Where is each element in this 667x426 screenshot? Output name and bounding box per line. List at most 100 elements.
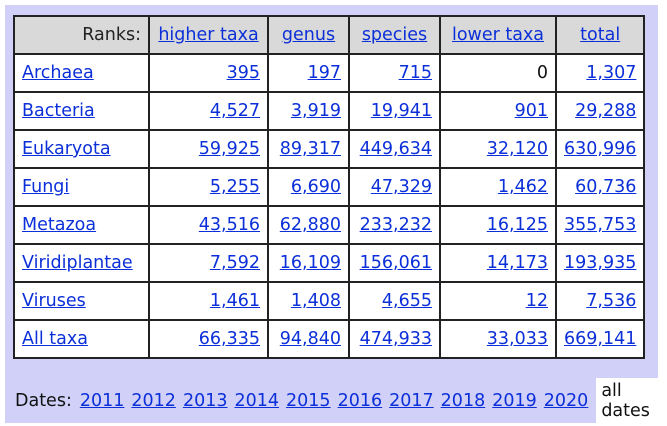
count-cell[interactable]: 355,753 [554, 205, 646, 245]
column-species[interactable]: species [348, 15, 441, 55]
count-link[interactable]: 715 [398, 63, 432, 83]
count-link[interactable]: 4,527 [209, 101, 260, 121]
count-link[interactable]: 33,033 [486, 329, 548, 349]
count-link[interactable]: 32,120 [486, 139, 548, 159]
taxon-name-cell[interactable]: Bacteria [13, 91, 150, 131]
count-link[interactable]: 89,317 [279, 139, 341, 159]
count-cell[interactable]: 94,840 [267, 319, 350, 359]
count-cell[interactable]: 6,690 [267, 167, 350, 207]
column-total[interactable]: total [554, 15, 646, 55]
column-genus[interactable]: genus [267, 15, 350, 55]
taxon-link[interactable]: Metazoa [22, 215, 97, 235]
count-link[interactable]: 197 [307, 63, 341, 83]
count-cell[interactable]: 1,462 [439, 167, 557, 207]
taxon-link[interactable]: Archaea [22, 63, 94, 83]
count-cell[interactable]: 89,317 [267, 129, 350, 169]
count-link[interactable]: 5,255 [209, 177, 260, 197]
count-cell[interactable]: 669,141 [554, 319, 646, 359]
count-link[interactable]: 43,516 [198, 215, 260, 235]
count-link[interactable]: 1,461 [209, 291, 260, 311]
count-link[interactable]: 12 [525, 291, 548, 311]
column-link[interactable]: higher taxa [158, 25, 259, 45]
count-link[interactable]: 62,880 [279, 215, 341, 235]
taxon-link[interactable]: All taxa [22, 329, 88, 349]
count-cell[interactable]: 16,109 [267, 243, 350, 283]
count-cell[interactable]: 156,061 [348, 243, 441, 283]
year-link-2015[interactable]: 2015 [286, 391, 331, 411]
count-link[interactable]: 355,753 [564, 215, 637, 235]
taxon-name-cell[interactable]: Viruses [13, 281, 150, 321]
year-link-2018[interactable]: 2018 [440, 391, 486, 411]
count-cell[interactable]: 395 [148, 53, 269, 93]
count-link[interactable]: 66,335 [198, 329, 260, 349]
taxon-name-cell[interactable]: Metazoa [13, 205, 150, 245]
count-link[interactable]: 193,935 [564, 253, 637, 273]
column-link[interactable]: lower taxa [451, 25, 545, 45]
count-cell[interactable]: 43,516 [148, 205, 269, 245]
count-cell[interactable]: 14,173 [439, 243, 557, 283]
taxon-link[interactable]: Bacteria [22, 101, 95, 121]
count-link[interactable]: 1,307 [586, 63, 637, 83]
count-cell[interactable]: 449,634 [348, 129, 441, 169]
year-link-2017[interactable]: 2017 [389, 391, 434, 411]
count-cell[interactable]: 7,592 [148, 243, 269, 283]
count-link[interactable]: 60,736 [575, 177, 637, 197]
count-link[interactable]: 19,941 [370, 101, 432, 121]
count-cell[interactable]: 1,461 [148, 281, 269, 321]
count-link[interactable]: 29,288 [575, 101, 637, 121]
taxon-name-cell[interactable]: Eukaryota [13, 129, 150, 169]
count-link[interactable]: 630,996 [564, 139, 637, 159]
year-link-2011[interactable]: 2011 [79, 391, 125, 411]
taxon-link[interactable]: Viruses [22, 291, 86, 311]
count-cell[interactable]: 1,307 [554, 53, 646, 93]
count-link[interactable]: 233,232 [359, 215, 432, 235]
count-cell[interactable]: 12 [439, 281, 557, 321]
taxon-link[interactable]: Eukaryota [22, 139, 111, 159]
count-link[interactable]: 7,592 [209, 253, 260, 273]
count-link[interactable]: 449,634 [359, 139, 432, 159]
year-link-2013[interactable]: 2013 [182, 391, 228, 411]
count-link[interactable]: 14,173 [486, 253, 548, 273]
count-link[interactable]: 94,840 [279, 329, 341, 349]
column-higher-taxa[interactable]: higher taxa [148, 15, 269, 55]
count-cell[interactable]: 630,996 [554, 129, 646, 169]
year-link-2020[interactable]: 2020 [543, 391, 589, 411]
count-cell[interactable]: 62,880 [267, 205, 350, 245]
count-link[interactable]: 47,329 [370, 177, 432, 197]
count-cell[interactable]: 233,232 [348, 205, 441, 245]
count-link[interactable]: 901 [514, 101, 548, 121]
count-cell[interactable]: 193,935 [554, 243, 646, 283]
count-link[interactable]: 474,933 [359, 329, 432, 349]
count-cell[interactable]: 29,288 [554, 91, 646, 131]
count-cell[interactable]: 19,941 [348, 91, 441, 131]
count-link[interactable]: 16,125 [486, 215, 548, 235]
count-cell[interactable]: 16,125 [439, 205, 557, 245]
count-cell[interactable]: 5,255 [148, 167, 269, 207]
count-link[interactable]: 59,925 [198, 139, 260, 159]
year-link-2014[interactable]: 2014 [234, 391, 280, 411]
taxon-name-cell[interactable]: Archaea [13, 53, 150, 93]
column-link[interactable]: genus [281, 25, 336, 45]
count-cell[interactable]: 4,527 [148, 91, 269, 131]
count-cell[interactable]: 474,933 [348, 319, 441, 359]
count-link[interactable]: 7,536 [586, 291, 637, 311]
year-link-2012[interactable]: 2012 [131, 391, 176, 411]
taxon-name-cell[interactable]: Fungi [13, 167, 150, 207]
count-link[interactable]: 156,061 [359, 253, 432, 273]
count-cell[interactable]: 4,655 [348, 281, 441, 321]
count-cell[interactable]: 1,408 [267, 281, 350, 321]
count-link[interactable]: 4,655 [381, 291, 432, 311]
column-lower-taxa[interactable]: lower taxa [439, 15, 557, 55]
taxon-name-cell[interactable]: Viridiplantae [13, 243, 150, 283]
year-link-2019[interactable]: 2019 [492, 391, 537, 411]
count-cell[interactable]: 47,329 [348, 167, 441, 207]
count-cell[interactable]: 66,335 [148, 319, 269, 359]
year-link-2016[interactable]: 2016 [337, 391, 383, 411]
taxon-link[interactable]: Fungi [22, 177, 70, 197]
count-cell[interactable]: 32,120 [439, 129, 557, 169]
count-link[interactable]: 669,141 [564, 329, 637, 349]
count-link[interactable]: 1,462 [497, 177, 548, 197]
count-cell[interactable]: 33,033 [439, 319, 557, 359]
column-link[interactable]: total [580, 25, 621, 45]
count-link[interactable]: 395 [226, 63, 260, 83]
